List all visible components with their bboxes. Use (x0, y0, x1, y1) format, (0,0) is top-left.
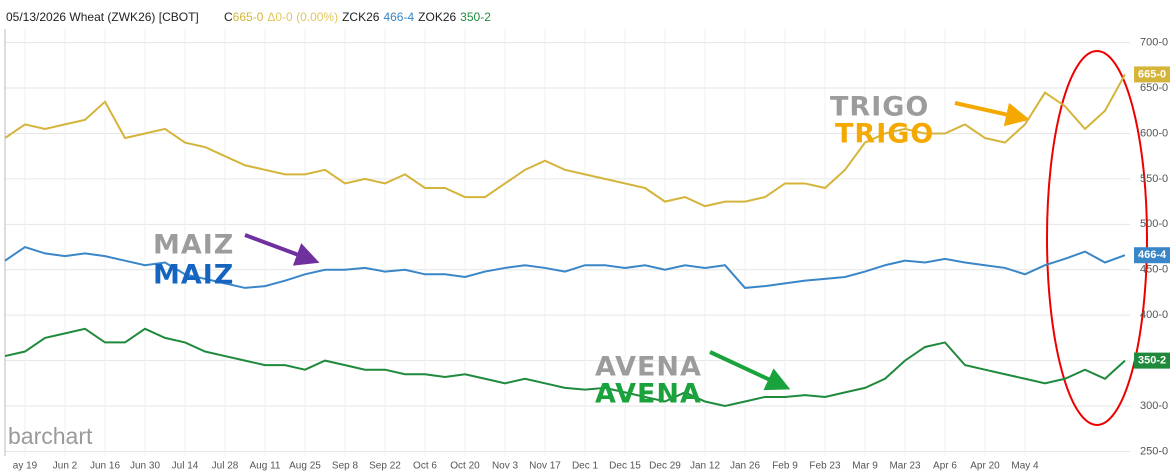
y-tick-label: 700-0 (1140, 37, 1168, 49)
x-tick-label: Sep 8 (332, 461, 359, 472)
last-value-label: 350-2 (1138, 355, 1166, 367)
x-tick-label: Oct 20 (450, 461, 480, 472)
x-tick-label: Feb 9 (772, 461, 798, 472)
arrow (954, 101, 1030, 127)
x-tick-label: Dec 1 (572, 461, 599, 472)
arrow (244, 233, 320, 266)
last-value-label: 665-0 (1138, 68, 1166, 80)
x-tick-label: Apr 6 (933, 461, 957, 472)
last-value-badge (1134, 247, 1170, 264)
annotation: AVENA (595, 352, 702, 383)
x-tick-label: Aug 11 (250, 461, 281, 472)
x-tick-label: Jan 12 (690, 461, 720, 472)
x-tick-label: Mar 9 (852, 461, 878, 472)
x-tick-label: Nov 17 (529, 461, 561, 472)
last-value-label: 466-4 (1138, 249, 1167, 261)
annotation: AVENA (595, 379, 702, 410)
series-line (4, 245, 1126, 289)
x-tick-label: Jul 28 (212, 461, 239, 472)
annotation: TRIGO (830, 92, 929, 123)
logo: barchart (8, 423, 93, 449)
header-item: 466-4 (383, 10, 414, 24)
highlight-ellipse (1046, 50, 1148, 426)
last-value-badge (1134, 66, 1170, 83)
x-tick-label: Jan 26 (730, 461, 760, 472)
x-tick-label: Jun 16 (90, 461, 120, 472)
annotation: MAIZ (153, 260, 234, 291)
y-tick-label: 250-0 (1140, 445, 1168, 457)
header-item: Δ0-0 (0.00%) (267, 10, 338, 24)
annotation: MAIZ (153, 230, 234, 261)
y-tick-label: 600-0 (1140, 127, 1168, 139)
annotation: TRIGO (835, 119, 934, 150)
header-item: ZOK26 (418, 10, 456, 24)
last-value-badge (1134, 352, 1170, 369)
x-tick-label: Dec 29 (649, 461, 681, 472)
y-tick-label: 400-0 (1140, 309, 1168, 321)
series-line (4, 73, 1126, 208)
arrow (709, 350, 791, 391)
x-tick-label: Apr 20 (970, 461, 1000, 472)
x-tick-label: Feb 23 (809, 461, 841, 472)
y-tick-label: 550-0 (1140, 173, 1168, 185)
y-tick-label: 500-0 (1140, 218, 1168, 230)
x-tick-label: Jul 14 (172, 461, 199, 472)
chart-title: 05/13/2026 Wheat (ZWK26) [CBOT] (6, 10, 199, 24)
header-item: C (224, 10, 233, 24)
header-item: ZCK26 (342, 10, 380, 24)
y-tick-label: 650-0 (1140, 82, 1168, 94)
header-item: 350-2 (460, 10, 491, 24)
x-tick-label: Mar 23 (889, 461, 921, 472)
header-item: 665-0 (233, 10, 264, 24)
x-tick-label: Dec 15 (609, 461, 641, 472)
x-tick-label: Sep 22 (369, 461, 401, 472)
grid (5, 29, 1130, 456)
y-tick-label: 450-0 (1140, 264, 1168, 276)
x-tick-label: Aug 25 (289, 461, 321, 472)
series-line (4, 327, 1126, 408)
y-tick-label: 300-0 (1140, 400, 1168, 412)
x-tick-label: Nov 3 (492, 461, 519, 472)
x-tick-label: Jun 30 (130, 461, 160, 472)
x-tick-label: Jun 2 (53, 461, 78, 472)
x-tick-label: May 4 (1011, 461, 1039, 472)
x-tick-label: Oct 6 (413, 461, 437, 472)
x-tick-label: ay 19 (13, 461, 38, 472)
